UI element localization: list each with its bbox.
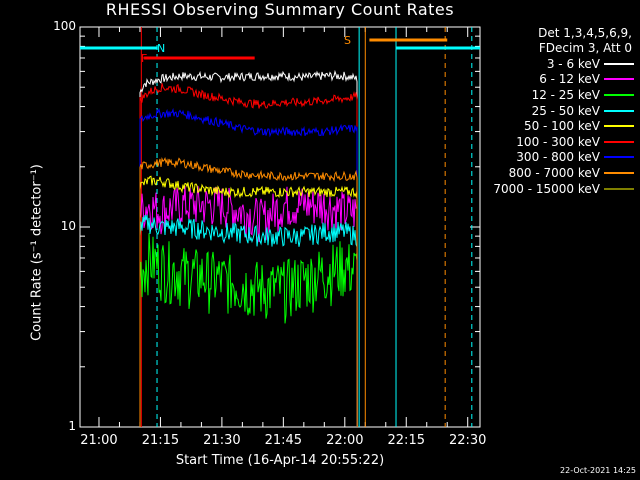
legend-swatch bbox=[604, 93, 634, 96]
series-line-300-800keV bbox=[139, 107, 358, 428]
series-line-3-6keV bbox=[139, 69, 358, 428]
legend-swatch bbox=[604, 156, 634, 159]
legend-item: 6 - 12 keV bbox=[480, 72, 638, 88]
legend-label: 300 - 800 keV bbox=[516, 150, 600, 165]
flag-label-s: S bbox=[344, 34, 351, 47]
flag-label-f: F bbox=[141, 52, 147, 65]
legend-label: 50 - 100 keV bbox=[523, 119, 600, 134]
legend-item: 50 - 100 keV bbox=[480, 118, 638, 134]
footer-date: 22-Oct-2021 14:25 bbox=[560, 466, 636, 475]
legend-swatch bbox=[604, 62, 634, 65]
x-tick-label: 22:15 bbox=[387, 433, 425, 448]
legend-swatch bbox=[604, 125, 634, 128]
legend-label: 100 - 300 keV bbox=[516, 134, 600, 149]
series-line-25-50keV bbox=[139, 214, 358, 428]
legend-header-detectors: Det 1,3,4,5,6,9, bbox=[538, 26, 632, 40]
legend-item: 7000 - 15000 keV bbox=[480, 181, 638, 197]
y-tick-label: 1 bbox=[68, 419, 76, 433]
legend-item: 100 - 300 keV bbox=[480, 134, 638, 150]
x-tick-label: 22:30 bbox=[448, 433, 487, 448]
y-tick-label: 10 bbox=[60, 219, 76, 233]
legend-swatch bbox=[604, 78, 634, 81]
legend-header-decimation: FDecim 3, Att 0 bbox=[538, 41, 632, 55]
legend-item: 800 - 7000 keV bbox=[480, 165, 638, 181]
legend-item: 3 - 6 keV bbox=[480, 56, 638, 72]
legend-label: 6 - 12 keV bbox=[539, 72, 600, 87]
x-tick-label: 21:15 bbox=[141, 433, 180, 448]
legend-item: 25 - 50 keV bbox=[480, 103, 638, 119]
chart-title: RHESSI Observing Summary Count Rates bbox=[105, 0, 455, 19]
x-axis-label: Start Time (16-Apr-14 20:55:22) bbox=[175, 453, 385, 468]
flag-label-n: N bbox=[157, 42, 165, 55]
legend-swatch bbox=[604, 140, 634, 143]
series-line-6-12keV bbox=[139, 186, 358, 428]
x-tick-label: 21:45 bbox=[264, 433, 303, 448]
legend-label: 12 - 25 keV bbox=[531, 87, 600, 102]
legend-swatch bbox=[604, 187, 634, 190]
legend-item: 12 - 25 keV bbox=[480, 87, 638, 103]
series-line-50-100keV bbox=[139, 175, 358, 428]
legend-swatch bbox=[604, 109, 634, 112]
legend-label: 25 - 50 keV bbox=[531, 103, 600, 118]
legend: Det 1,3,4,5,6,9, FDecim 3, Att 0 3 - 6 k… bbox=[480, 26, 638, 196]
x-tick-label: 21:30 bbox=[203, 433, 241, 448]
series-line-100-300keV bbox=[139, 83, 358, 428]
series-line-800-7000keV bbox=[139, 156, 358, 428]
y-tick-label: 100 bbox=[53, 19, 76, 33]
x-tick-label: 21:00 bbox=[80, 433, 118, 448]
series-line-12-25keV bbox=[139, 233, 358, 428]
legend-label: 800 - 7000 keV bbox=[508, 165, 600, 180]
legend-swatch bbox=[604, 171, 634, 174]
legend-label: 3 - 6 keV bbox=[546, 56, 600, 71]
x-tick-label: 22:00 bbox=[326, 433, 364, 448]
legend-label: 7000 - 15000 keV bbox=[493, 181, 600, 196]
legend-item: 300 - 800 keV bbox=[480, 150, 638, 166]
y-axis-label: Count Rate (s⁻¹ detector⁻¹) bbox=[29, 164, 45, 341]
